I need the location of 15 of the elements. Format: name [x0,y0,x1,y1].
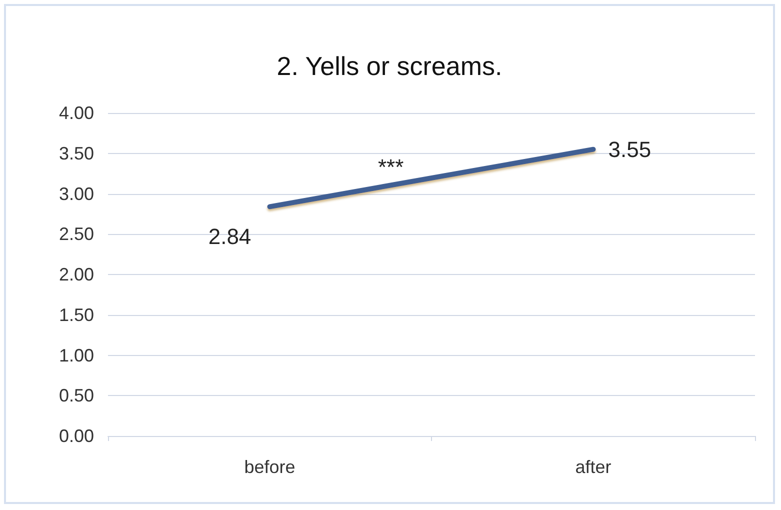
chart-title: 2. Yells or screams. [276,51,502,81]
y-tick-label: 3.50 [58,143,94,164]
x-tick-label: before [244,457,296,477]
y-tick-label: 3.00 [58,184,94,204]
y-tick-label: 1.00 [58,345,94,366]
data-label: 2.84 [208,224,252,250]
y-tick-label: 0.50 [58,386,94,406]
x-tick-label: after [575,457,612,477]
data-label: 3.55 [608,136,652,162]
y-tick-label: 2.50 [58,224,94,244]
y-tick-label: 1.50 [58,304,94,325]
y-tick-label: 0.00 [58,426,94,446]
annotation: *** [378,154,404,180]
y-tick-label: 2.00 [58,264,94,284]
y-tick-label: 4.00 [58,103,94,123]
